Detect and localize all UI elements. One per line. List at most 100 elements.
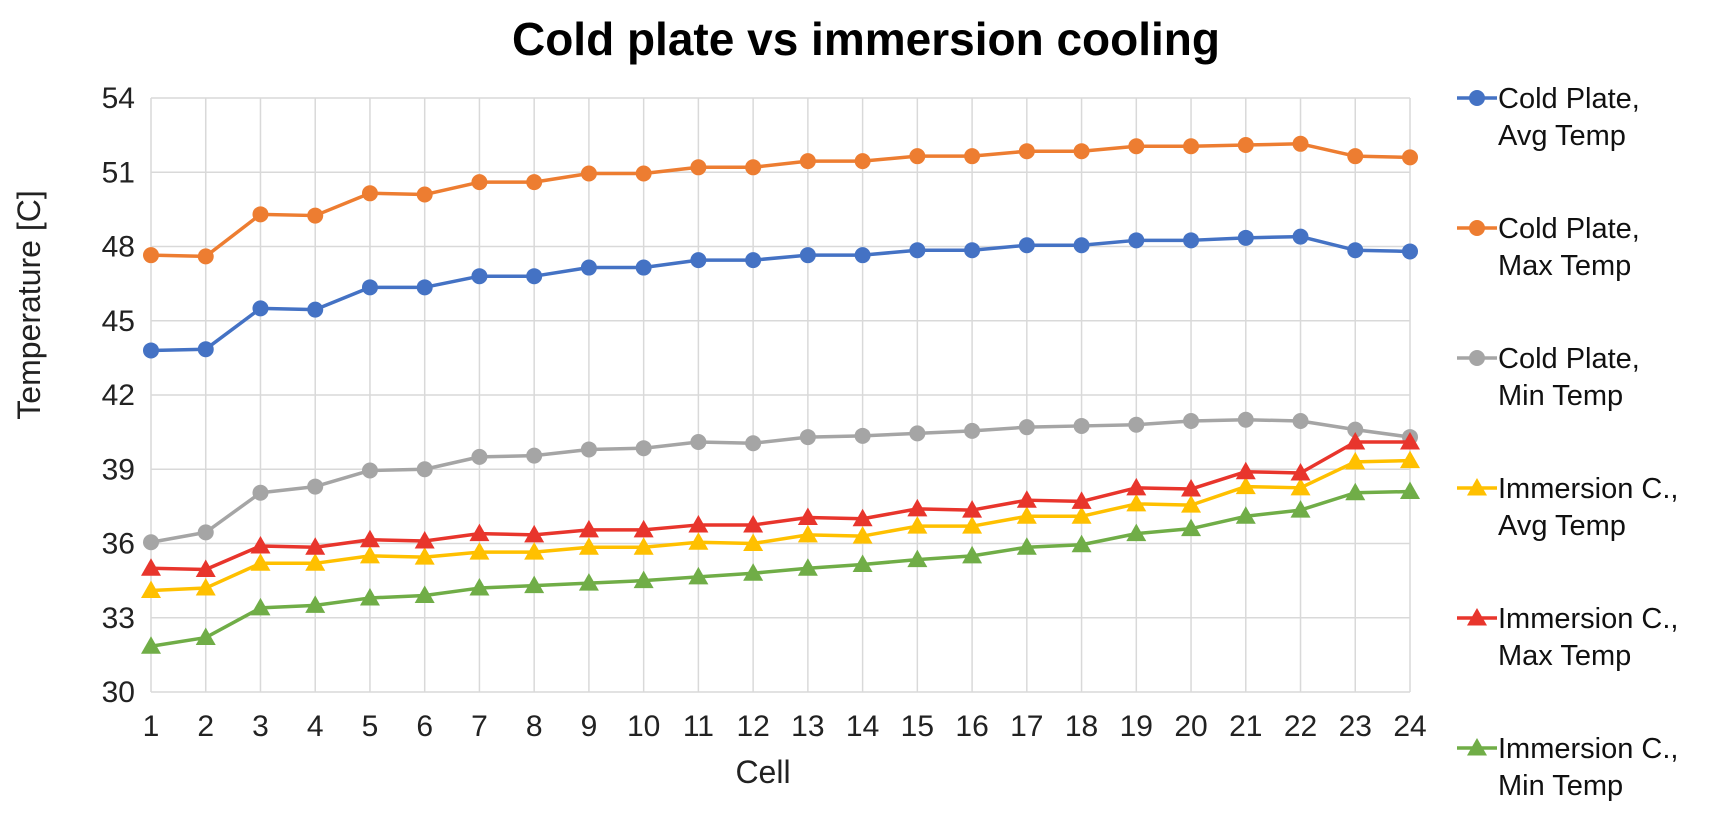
legend-item: Immersion C., Min Temp (1457, 733, 1678, 802)
x-tick-label: 11 (683, 710, 714, 743)
data-point (964, 422, 981, 439)
data-point (1073, 417, 1090, 434)
data-point (252, 206, 269, 223)
data-point (633, 519, 654, 538)
x-tick-label: 7 (471, 710, 488, 743)
legend-marker (1469, 220, 1485, 236)
data-point (745, 435, 762, 452)
x-tick-label: 15 (901, 710, 934, 743)
data-point (1235, 506, 1256, 524)
data-point (964, 242, 981, 259)
data-point (307, 301, 324, 318)
series-4 (141, 432, 1420, 577)
data-point (799, 153, 816, 170)
data-point (141, 636, 161, 654)
legend-item: Cold Plate, Min Temp (1457, 343, 1640, 412)
data-point (1400, 450, 1420, 469)
data-point (471, 174, 488, 191)
data-point (1071, 491, 1092, 509)
x-tick-label: 10 (627, 710, 660, 743)
data-point (690, 252, 707, 269)
data-point (1128, 416, 1145, 433)
data-point (1016, 537, 1037, 555)
y-tick-label: 36 (102, 528, 135, 561)
x-tick-label: 18 (1065, 710, 1098, 743)
data-point (469, 542, 490, 560)
data-point (195, 627, 216, 646)
data-point (745, 252, 762, 269)
legend-label: Max Temp (1498, 250, 1631, 282)
data-point (143, 342, 159, 359)
data-point (524, 542, 545, 560)
data-point (854, 427, 871, 444)
y-tick-label: 33 (102, 602, 135, 635)
legend-marker (1467, 608, 1487, 626)
data-point (799, 247, 816, 264)
data-point (1237, 411, 1254, 428)
legend-label: Max Temp (1498, 640, 1631, 672)
data-point (1402, 243, 1418, 260)
data-point (1400, 432, 1420, 450)
data-point (1400, 481, 1420, 500)
data-point (1347, 148, 1364, 165)
data-point (1292, 412, 1309, 429)
data-point (1235, 461, 1256, 480)
data-point (580, 165, 597, 182)
x-tick-label: 8 (526, 710, 543, 743)
data-point (414, 585, 435, 603)
y-tick-label: 45 (102, 305, 135, 338)
data-point (1016, 506, 1037, 524)
series-0 (143, 228, 1418, 359)
data-point (907, 516, 928, 534)
x-tick-label: 12 (736, 710, 769, 743)
legend-label: Immersion C., (1498, 603, 1678, 635)
data-point (745, 159, 762, 176)
series-line (150, 440, 1410, 572)
data-point (361, 185, 378, 202)
data-point (1345, 432, 1366, 450)
y-tick-label: 54 (102, 82, 135, 115)
x-tick-label: 21 (1229, 710, 1262, 743)
data-point (359, 587, 380, 606)
data-point (852, 526, 873, 544)
series-line (150, 234, 1411, 353)
x-tick-label: 22 (1284, 710, 1317, 743)
data-point (361, 279, 378, 296)
series-1 (143, 135, 1418, 265)
data-point (690, 159, 707, 176)
data-point (852, 508, 873, 527)
data-point (1018, 143, 1035, 160)
data-point (909, 425, 926, 442)
data-point (526, 174, 543, 191)
data-point (416, 461, 433, 478)
data-point (909, 148, 926, 165)
data-point (580, 259, 597, 276)
data-point (633, 537, 654, 555)
data-point (688, 566, 709, 585)
data-point (252, 300, 269, 317)
legend-marker (1467, 478, 1487, 496)
data-point (1237, 229, 1254, 246)
data-point (305, 537, 326, 555)
data-point (471, 268, 488, 285)
data-point (1292, 228, 1309, 245)
data-point (635, 165, 652, 182)
data-point (909, 242, 926, 259)
data-point (578, 519, 599, 538)
data-point (359, 529, 380, 548)
data-point (1347, 242, 1364, 259)
x-tick-label: 1 (143, 710, 160, 743)
data-point (469, 578, 490, 596)
series-3 (141, 450, 1420, 599)
legend-marker (1467, 738, 1487, 756)
data-point (143, 247, 159, 264)
x-tick-label: 16 (955, 710, 988, 743)
data-point (962, 545, 983, 564)
data-point (305, 553, 326, 571)
data-point (252, 484, 269, 501)
data-point (414, 531, 435, 549)
data-point (524, 575, 545, 594)
x-tick-label: 3 (252, 710, 269, 743)
y-tick-label: 30 (102, 676, 135, 709)
